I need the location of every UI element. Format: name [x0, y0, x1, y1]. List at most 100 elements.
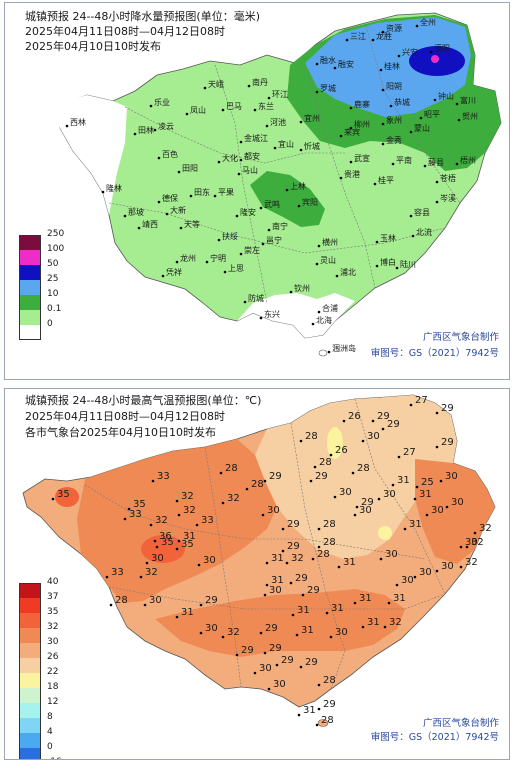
rain-place-label: 富川: [460, 95, 476, 105]
rain-station-dot: [349, 126, 353, 130]
temp-value-label: 29: [441, 403, 454, 414]
rain-station-dot: [157, 156, 161, 160]
temp-station-dot: [139, 575, 143, 579]
rainfall-forecast-panel: 全州 资源 兴安 三江 龙胜 灌阳 融水 融安 桂林 阳朔 恭城 钟山 富川 贺州 昭平 蒙山 鹿寨 柳州 象州 金秀…: [4, 2, 510, 380]
rain-place-label: 岑溪: [440, 193, 456, 203]
temp-legend-swatch: [19, 628, 41, 643]
rain-place-label: 隆林: [106, 183, 122, 193]
rain-station-dot: [435, 180, 439, 184]
temp-station-dot: [325, 611, 329, 615]
rain-zone-dry-coast: [237, 293, 355, 338]
temp-station-dot: [245, 487, 249, 491]
rain-place-label: 百色: [162, 149, 178, 159]
rain-place-label: 来宾: [344, 127, 360, 137]
rain-place-label: 罗城: [320, 84, 336, 93]
temp-station-dot: [235, 653, 239, 657]
rain-place-label: 金城江: [244, 133, 268, 143]
temp-value-label: 32: [155, 515, 168, 526]
rain-legend-label: 25: [47, 274, 59, 284]
rain-station-dot: [177, 170, 181, 174]
rain-place-label: 都安: [244, 151, 260, 161]
rain-station-dot: [161, 274, 165, 278]
rain-station-dot: [205, 260, 209, 264]
rain-place-label: 宾阳: [302, 197, 318, 207]
temp-station-dot: [275, 663, 279, 667]
rain-station-dot: [239, 140, 243, 144]
temp-value-label: 31: [343, 557, 356, 568]
temp-value-label: 30: [383, 489, 396, 500]
temp-value-label: 33: [157, 471, 170, 482]
temp-value-label: 30: [203, 555, 216, 566]
rain-station-dot: [299, 120, 303, 124]
rain-legend-label: 50: [47, 259, 59, 269]
temp-station-dot: [309, 479, 313, 483]
rain-place-label: 阳朔: [386, 81, 402, 91]
temp-station-dot: [415, 485, 419, 489]
rain-station-dot: [165, 212, 169, 216]
temp-value-label: 31: [183, 531, 196, 542]
temp-station-dot: [219, 471, 223, 475]
rain-station-dot: [379, 68, 383, 72]
rain-place-label: 灌阳: [434, 43, 450, 53]
rain-place-label: 玉林: [380, 233, 396, 243]
temp-value-label: 31: [271, 553, 284, 564]
temp-legend-label: 8: [47, 712, 53, 722]
temp-value-label: 30: [151, 553, 164, 564]
temp-legend-label: 12: [47, 697, 59, 707]
temp-title: 城镇预报 24--48小时最高气温预报图(单位：℃): [25, 394, 262, 407]
temp-station-dot: [175, 615, 179, 619]
temp-legend-label: 22: [47, 667, 59, 677]
temp-station-dot: [289, 581, 293, 585]
rain-station-dot: [455, 102, 459, 106]
rain-place-label: 德保: [162, 193, 178, 203]
temp-station-dot: [285, 561, 289, 565]
temp-station-dot: [297, 713, 301, 717]
temp-value-label: 33: [201, 515, 214, 526]
rain-legend-label: 100: [47, 244, 65, 254]
temp-station-dot: [465, 545, 469, 549]
temp-station-dot: [351, 471, 355, 475]
rain-station-dot: [333, 66, 337, 70]
temp-legend-swatch: [19, 658, 41, 673]
rain-station-dot: [315, 90, 319, 94]
temp-station-dot: [355, 505, 359, 509]
rain-approval: 审图号：GS（2021）7942号: [370, 348, 499, 359]
rain-place-label: 恭城: [394, 98, 410, 107]
rain-station-dot: [317, 244, 321, 248]
temp-value-label: 29: [269, 471, 282, 482]
temp-value-label: 30: [465, 537, 478, 548]
temp-value-label: 29: [281, 655, 294, 666]
rain-station-dot: [375, 240, 379, 244]
rain-place-label: 桂林: [384, 61, 400, 71]
temp-value-label: 31: [419, 489, 432, 500]
rain-station-dot: [327, 350, 331, 354]
rain-place-label: 资源: [386, 23, 402, 33]
rain-title: 城镇预报 24--48小时降水量预报图(单位：毫米): [25, 10, 261, 23]
temp-value-label: 26: [335, 445, 348, 456]
rain-station-dot: [395, 266, 399, 270]
rain-station-dot: [221, 108, 225, 112]
temp-value-label: 28: [323, 675, 336, 686]
rain-issued: 2025年04月10日10时发布: [25, 40, 161, 53]
temp-legend-label: 26: [47, 652, 59, 662]
rain-station-dot: [217, 160, 221, 164]
rain-station-dot: [273, 146, 277, 150]
temp-weizhou-island: [317, 719, 329, 727]
temp-legend-swatch: [19, 643, 41, 658]
temp-value-label: 30: [205, 623, 218, 634]
temp-value-label: 29: [307, 585, 320, 596]
rain-station-dot: [381, 122, 385, 126]
temp-value-label: 28: [357, 463, 370, 474]
temp-value-label: 32: [145, 567, 158, 578]
temp-station-dot: [199, 603, 203, 607]
temp-station-dot: [317, 683, 321, 687]
temp-station-dot: [413, 497, 417, 501]
temp-credit: 广西区气象台制作: [422, 718, 499, 729]
temp-station-dot: [105, 575, 109, 579]
rain-place-label: 马山: [242, 165, 258, 175]
rain-place-label: 兴安: [402, 47, 418, 57]
rain-station-dot: [267, 228, 271, 232]
rain-place-label: 宜山: [278, 139, 294, 149]
rain-place-label: 梧州: [460, 155, 476, 165]
